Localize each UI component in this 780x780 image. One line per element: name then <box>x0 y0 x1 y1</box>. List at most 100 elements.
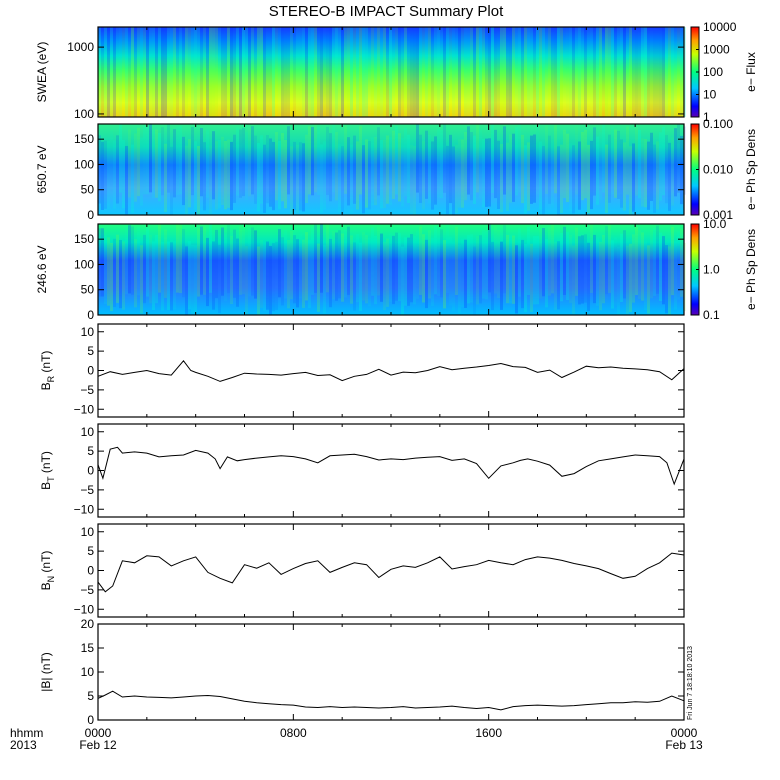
heatmap-streak <box>491 241 494 311</box>
heatmap-streak <box>182 27 185 117</box>
heatmap-streak <box>515 245 518 314</box>
heatmap-streak <box>209 145 212 214</box>
heatmap-streak <box>428 230 431 299</box>
heatmap-streak <box>539 230 542 299</box>
heatmap-streak <box>641 232 644 301</box>
heatmap-streak <box>311 127 314 196</box>
heatmap-streak <box>113 27 116 117</box>
heatmap-streak <box>509 27 512 117</box>
heatmap-streak <box>146 228 149 297</box>
heatmap-streak <box>251 27 254 117</box>
heatmap-streak <box>158 224 161 293</box>
heatmap-streak <box>365 235 368 304</box>
heatmap-streak <box>194 27 197 117</box>
y-tick-label: 1000 <box>67 40 94 54</box>
heatmap-streak <box>572 145 575 214</box>
heatmap-streak <box>293 235 296 304</box>
heatmap-streak <box>473 246 476 315</box>
heatmap-streak <box>413 146 416 215</box>
heatmap-streak <box>266 27 269 117</box>
heatmap-streak <box>98 135 101 204</box>
heatmap-streak <box>284 27 287 117</box>
heatmap-streak <box>146 126 149 195</box>
heatmap-streak <box>419 226 422 295</box>
heatmap-streak <box>440 129 443 199</box>
heatmap-streak <box>164 27 167 117</box>
heatmap-streak <box>401 138 404 207</box>
heatmap-streak <box>566 27 569 117</box>
panel-2: 0.001 0.010 0.100 e− Ph Sp Dens 0 50 100 150 650… <box>35 117 758 222</box>
heatmap-streak <box>224 232 227 302</box>
heatmap-streak <box>638 27 641 117</box>
heatmap-streak <box>164 229 167 298</box>
heatmap-streak <box>437 129 440 198</box>
y-axis-label-sub: R <box>46 375 56 382</box>
heatmap-streak <box>533 27 536 117</box>
heatmap-streak <box>401 27 404 117</box>
heatmap-streak <box>281 133 284 202</box>
heatmap-streak <box>218 140 221 209</box>
heatmap-streak <box>680 135 683 205</box>
heatmap-streak <box>248 128 251 197</box>
heatmap-streak <box>662 27 665 117</box>
y-tick-label: 10 <box>81 525 95 539</box>
heatmap-streak <box>380 233 383 302</box>
heatmap-streak <box>425 239 428 309</box>
heatmap-streak <box>323 245 326 314</box>
y-tick-label: 50 <box>81 283 95 297</box>
heatmap-streak <box>605 27 608 117</box>
heatmap-streak <box>416 124 419 193</box>
heatmap-streak <box>476 124 479 193</box>
heatmap-streak <box>233 27 236 117</box>
heatmap-streak <box>200 127 203 197</box>
heatmap-streak <box>368 237 371 307</box>
heatmap-streak <box>161 27 164 117</box>
heatmap-streak <box>167 241 170 310</box>
heatmap-streak <box>167 124 170 193</box>
heatmap-streak <box>665 134 668 204</box>
heatmap-streak <box>503 126 506 195</box>
x-date-label: Feb 12 <box>79 738 117 752</box>
heatmap-streak <box>614 236 617 306</box>
heatmap-streak <box>587 144 590 214</box>
heatmap-streak <box>305 134 308 203</box>
heatmap-streak <box>656 27 659 117</box>
heatmap-streak <box>326 224 329 293</box>
heatmap-streak <box>659 232 662 301</box>
heatmap-streak <box>614 27 617 117</box>
colorbar-1: 1 10 100 1000 10000 e− Flux <box>690 20 758 124</box>
heatmap-streak <box>317 27 320 117</box>
heatmap-streak <box>302 143 305 212</box>
heatmap-streak <box>275 27 278 117</box>
heatmap-streak <box>566 133 569 202</box>
heatmap-streak <box>482 138 485 208</box>
heatmap-streak <box>182 229 185 298</box>
heatmap-streak <box>236 127 239 196</box>
heatmap-streak <box>608 224 611 293</box>
field-trace <box>97 446 685 486</box>
heatmap-streak <box>422 141 425 210</box>
heatmap-streak <box>245 131 248 200</box>
heatmap-streak <box>200 27 203 117</box>
heatmap-streak <box>344 125 347 194</box>
heatmap-streak <box>452 242 455 311</box>
heatmap-streak <box>494 129 497 199</box>
heatmap-streak <box>257 246 260 315</box>
heatmap-streak <box>377 127 380 196</box>
heatmap-streak <box>368 141 371 210</box>
heatmap-streak <box>332 27 335 117</box>
heatmap-streak <box>173 129 176 198</box>
heatmap-streak <box>680 228 683 297</box>
y-tick-label: 150 <box>74 132 94 146</box>
heatmap-streak <box>680 27 683 117</box>
heatmap-streak <box>455 144 458 214</box>
heatmap-streak <box>131 27 134 117</box>
heatmap-streak <box>155 234 158 304</box>
heatmap-streak <box>101 141 104 210</box>
panel-1: 1 10 100 1000 10000 e− Flux 100 1000 SWEA (eV) <box>35 20 758 124</box>
heatmap-streak <box>287 27 290 117</box>
colorbar-tick-label: 10.0 <box>703 217 727 231</box>
heatmap-streak <box>530 243 533 313</box>
y-axis-label: SWEA (eV) <box>35 42 49 103</box>
heatmap-streak <box>536 27 539 117</box>
